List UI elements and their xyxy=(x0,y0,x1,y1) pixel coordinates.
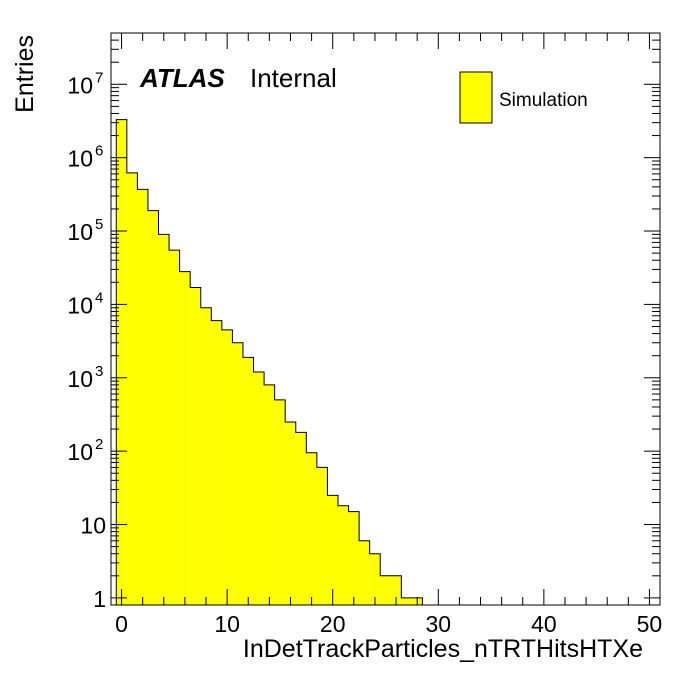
y-tick-label: 10 xyxy=(67,146,93,172)
y-axis-label: Entries xyxy=(11,35,39,113)
x-tick-label: 10 xyxy=(214,611,240,637)
histogram-bar xyxy=(211,320,222,605)
histogram-bar xyxy=(242,357,254,605)
y-tick-label: 10 xyxy=(67,72,93,98)
x-tick-label: 50 xyxy=(637,611,663,637)
y-tick-label-exponent: 7 xyxy=(95,69,103,86)
status-label: Internal xyxy=(250,63,337,93)
histogram-bar xyxy=(285,421,296,605)
y-tick-label: 10 xyxy=(67,366,93,392)
axis-ticks xyxy=(111,32,660,605)
x-tick-label: 40 xyxy=(531,611,557,637)
histogram-bar xyxy=(327,495,338,605)
histogram-bar xyxy=(390,575,402,605)
histogram-bar xyxy=(200,307,212,605)
x-axis-label: InDetTrackParticles_nTRTHitsHTXe xyxy=(243,635,643,663)
atlas-label: ATLAS xyxy=(139,63,225,93)
histogram-bar xyxy=(232,342,243,605)
histogram-bar xyxy=(359,540,370,605)
histogram-outline xyxy=(115,119,423,605)
histogram-bar xyxy=(380,575,391,605)
histogram-bar xyxy=(337,505,349,605)
histogram-bar xyxy=(295,432,307,605)
y-tick-label: 10 xyxy=(67,439,93,465)
y-tick-label: 10 xyxy=(67,292,93,318)
y-tick-label-exponent: 5 xyxy=(95,216,103,233)
y-tick-label-exponent: 3 xyxy=(95,363,103,380)
histogram-bar xyxy=(274,399,286,605)
legend-entry-simulation: Simulation xyxy=(499,90,588,111)
x-tick-label: 30 xyxy=(425,611,451,637)
x-tick-label: 0 xyxy=(115,611,128,637)
histogram-bar xyxy=(221,329,233,605)
histogram-bar xyxy=(264,384,275,605)
legend-swatch xyxy=(459,71,493,124)
histogram-bar xyxy=(158,234,170,605)
histogram-bars xyxy=(116,119,423,606)
plot-frame xyxy=(110,32,661,606)
histogram-bar xyxy=(126,172,138,605)
histogram-bar xyxy=(306,452,317,605)
y-tick-label-exponent: 2 xyxy=(95,436,103,453)
histogram-bar xyxy=(401,597,412,605)
y-tick-label: 10 xyxy=(67,219,93,245)
x-tick-labels: 0 10 20 30 40 50 xyxy=(115,611,662,637)
histogram-bar xyxy=(253,371,265,605)
histogram-bar xyxy=(190,287,201,605)
histogram-bar xyxy=(137,189,148,605)
x-tick-label: 20 xyxy=(320,611,346,637)
y-tick-label: 10 xyxy=(80,513,106,539)
histogram-bar xyxy=(169,250,180,605)
histogram-bar xyxy=(116,119,127,606)
legend: Simulation xyxy=(459,71,588,124)
y-tick-label: 1 xyxy=(93,586,106,612)
histogram-bar xyxy=(369,553,381,605)
histogram-bar xyxy=(179,271,191,605)
histogram-bar xyxy=(147,210,159,605)
y-tick-label-exponent: 6 xyxy=(95,143,103,160)
y-tick-label-exponent: 4 xyxy=(95,289,103,306)
histogram-bar xyxy=(316,467,328,605)
histogram-bar xyxy=(348,511,360,605)
